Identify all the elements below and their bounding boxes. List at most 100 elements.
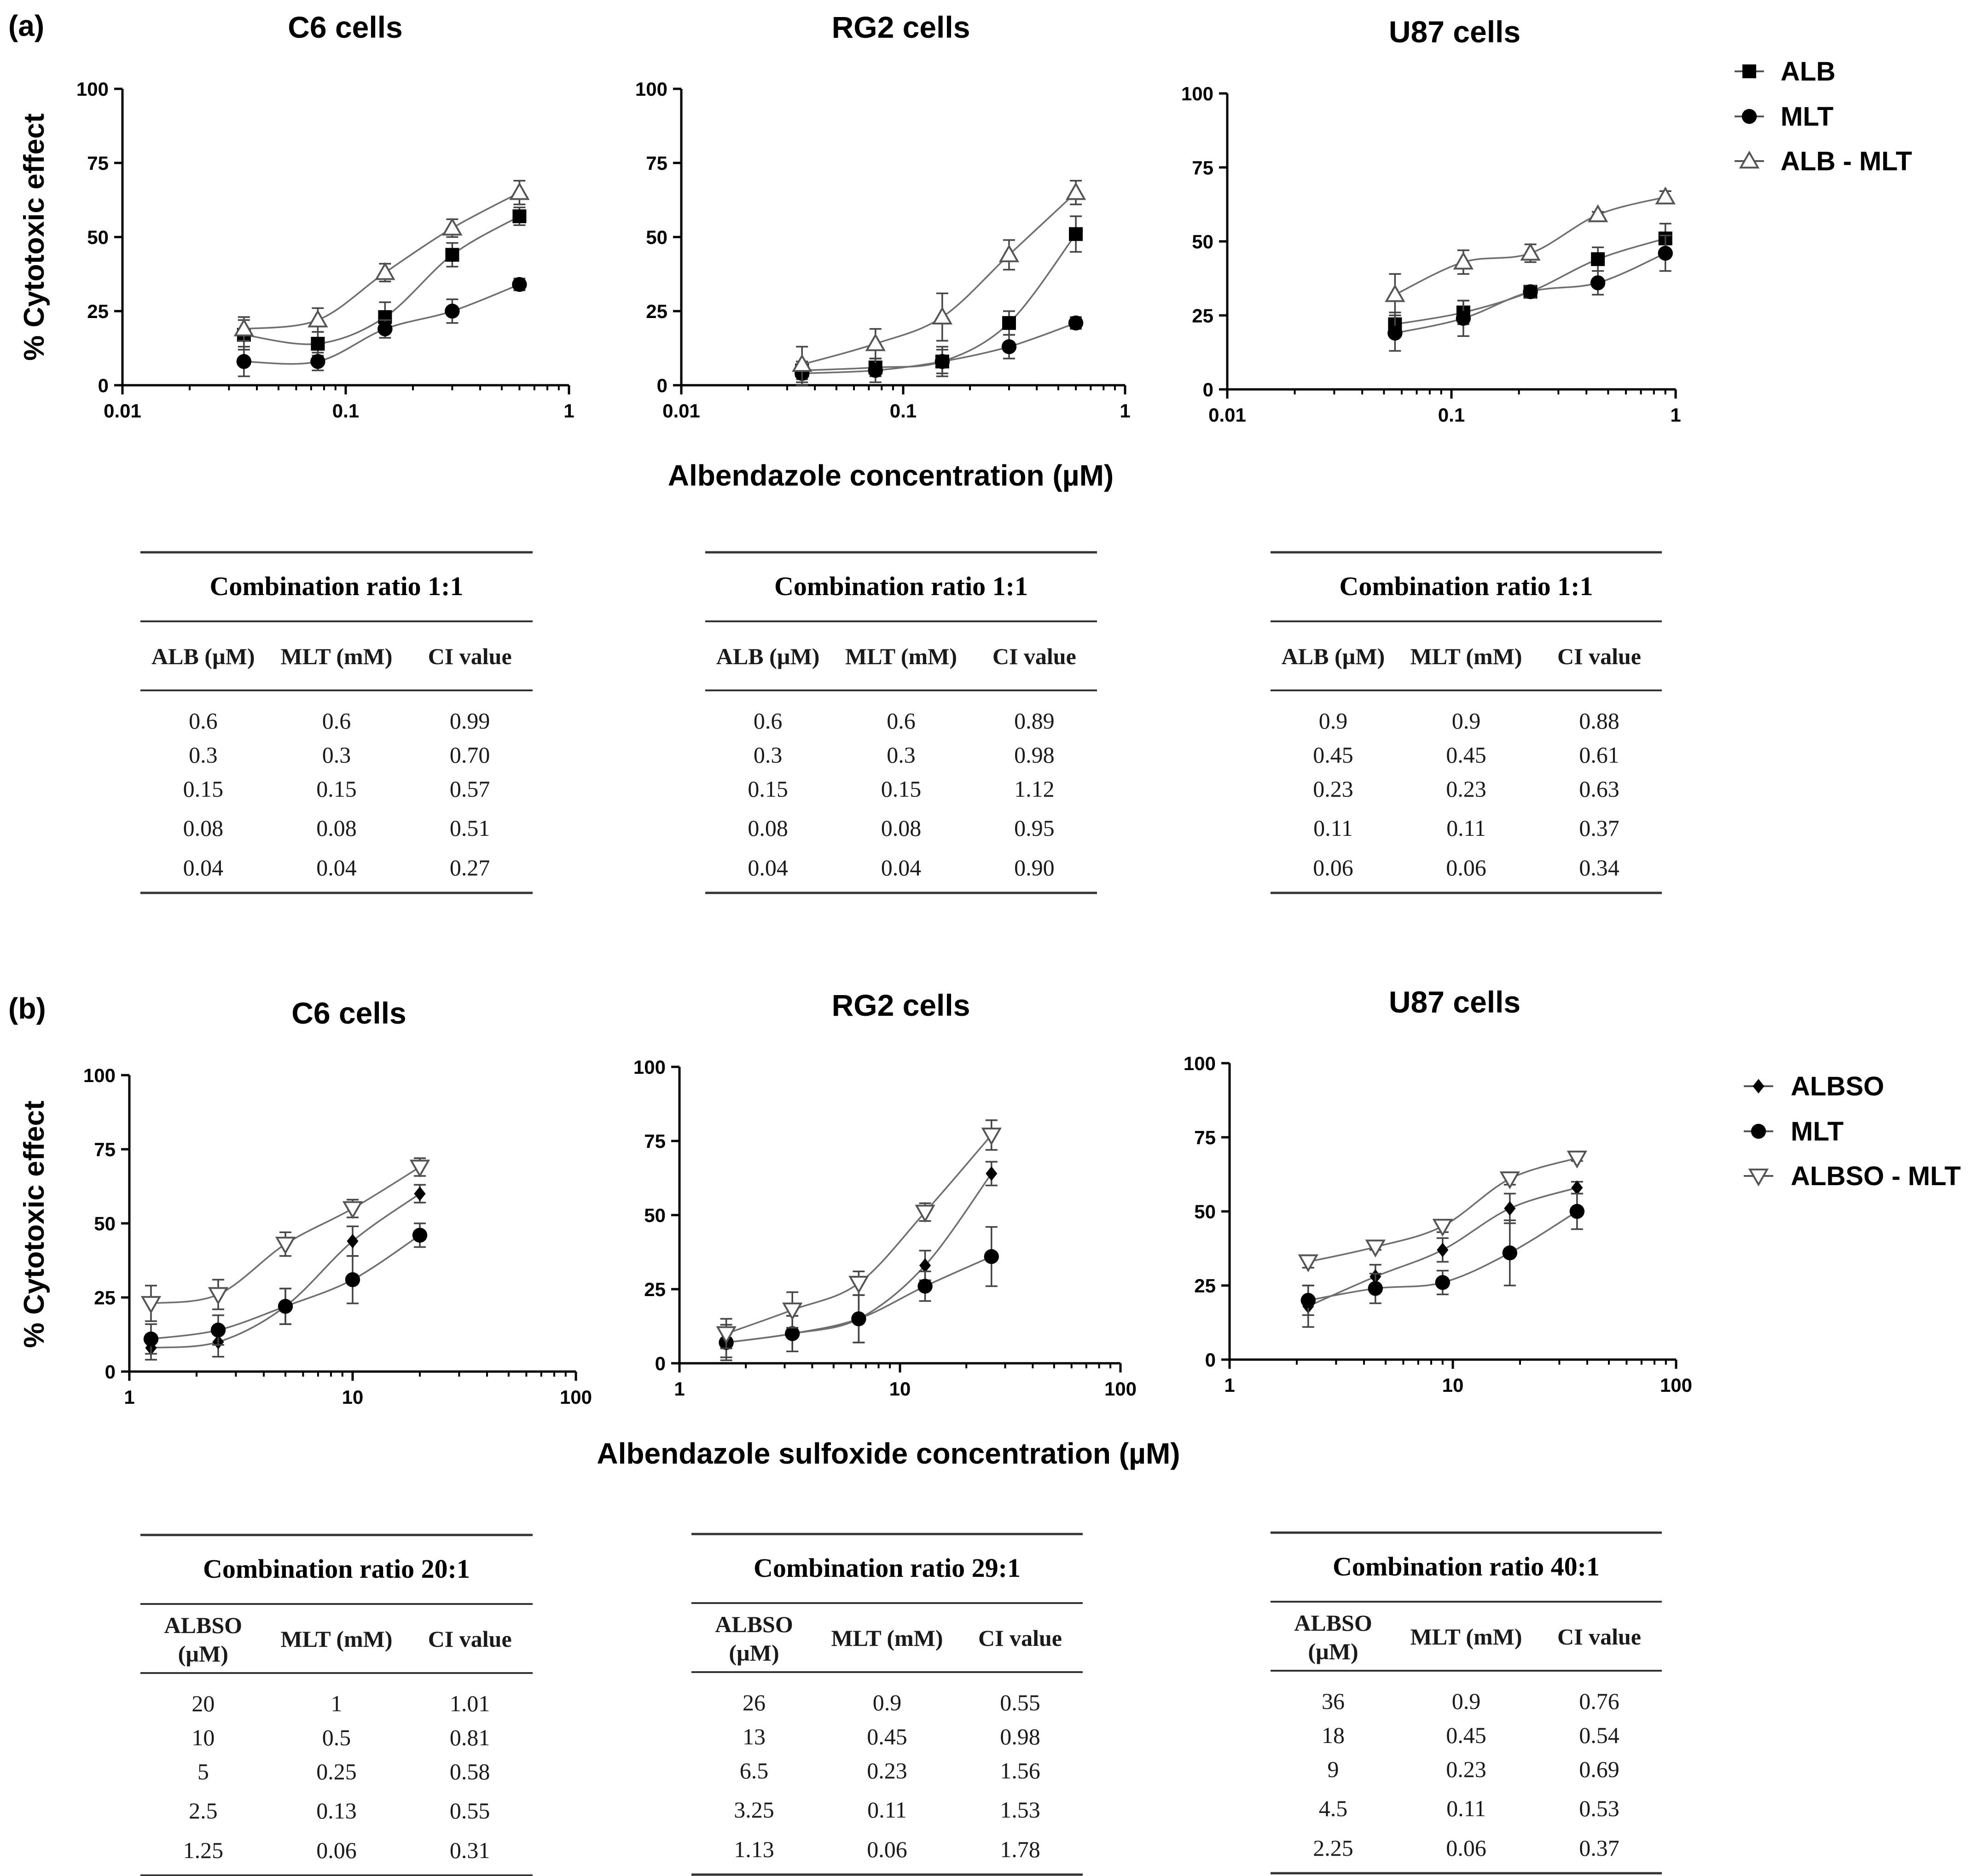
series-alb-mlt (1385, 186, 1676, 316)
table-cell: 0.55 (1000, 1690, 1040, 1715)
x-tick-label: 1 (1670, 404, 1681, 426)
y-tick-label: 25 (94, 1287, 116, 1309)
legend-label: ALB - MLT (1781, 146, 1912, 176)
data-point (1437, 1242, 1449, 1257)
data-point (509, 182, 530, 200)
data-point (915, 1204, 935, 1223)
y-tick-label: 100 (1181, 83, 1213, 104)
table-cell: 1.78 (1000, 1836, 1040, 1862)
y-tick-label: 0 (657, 375, 667, 396)
table-cell: 0.63 (1579, 776, 1619, 802)
table-header: MLT (mM) (845, 643, 957, 669)
table-cell: 0.51 (450, 815, 490, 841)
data-point (310, 354, 325, 369)
chart-title: C6 cells (291, 996, 406, 1030)
ci-table-2: Combination ratio 1:1 ALB (µM) MLT (mM) CI … (705, 551, 1097, 894)
table-header: MLT (mM) (831, 1625, 943, 1651)
x-axis-label: Albendazole sulfoxide concentration (µM) (597, 1437, 1180, 1470)
data-point (1002, 316, 1016, 330)
data-point (1385, 284, 1405, 302)
data-point (512, 277, 527, 292)
table-cell: 0.04 (316, 855, 357, 880)
table-cell: 0.6 (887, 708, 916, 734)
data-point (278, 1299, 293, 1314)
y-axis-label: % Cytotoxic effect (18, 113, 50, 360)
table-cell: 0.69 (1579, 1756, 1619, 1782)
data-point (1523, 284, 1538, 300)
legend-2: ALBSO MLT ALBSO - MLT (1744, 1071, 1961, 1191)
table-cell: 1 (331, 1691, 342, 1716)
data-point (414, 1186, 426, 1201)
table-header: ALBSO (1294, 1610, 1372, 1636)
table-cell: 0.45 (1313, 742, 1353, 768)
legend-label: MLT (1781, 102, 1834, 132)
legend-marker (1742, 64, 1756, 78)
data-point (345, 1272, 360, 1287)
y-tick-label: 0 (1205, 1349, 1216, 1371)
series-alb-mlt (792, 179, 1086, 383)
table-cell: 0.88 (1579, 708, 1619, 734)
y-tick-label: 0 (1203, 379, 1213, 400)
table-header: ALB (µM) (716, 643, 820, 669)
data-point (412, 1228, 428, 1243)
data-point (445, 248, 459, 262)
data-point (1658, 246, 1673, 261)
table-cell: 0.6 (189, 708, 218, 734)
table-cell: 0.27 (450, 855, 490, 880)
table-cell: 1.25 (183, 1837, 224, 1863)
x-axis-label: Albendazole concentration (µM) (668, 459, 1114, 492)
table-cell: 0.3 (887, 742, 916, 768)
table-cell: 0.23 (1446, 1756, 1486, 1782)
data-point (347, 1233, 359, 1249)
chart-title: RG2 cells (832, 10, 970, 44)
data-point (210, 1322, 226, 1338)
fit-curve (244, 191, 520, 330)
table-cell: 0.99 (450, 708, 490, 734)
y-tick-label: 50 (87, 226, 109, 248)
data-point (409, 1159, 430, 1178)
table-cell: 0.6 (322, 708, 351, 734)
data-point (917, 1279, 933, 1294)
data-point (1069, 227, 1083, 241)
data-point (143, 1331, 159, 1347)
table-cell: 0.54 (1579, 1722, 1619, 1748)
series-albso (145, 1184, 426, 1361)
y-tick-label: 50 (644, 1204, 666, 1226)
table-cell: 0.81 (450, 1725, 490, 1750)
data-point (1504, 1201, 1516, 1216)
table-cell: 1.01 (450, 1691, 490, 1716)
table-cell: 0.13 (316, 1798, 357, 1824)
table-cell: 0.70 (450, 742, 490, 768)
table-cell: 0.04 (748, 855, 788, 880)
ci-table-6: Combination ratio 40:1 ALBSO (µM) MLT (mM) C… (1271, 1531, 1662, 1875)
table-cell: 0.61 (1579, 742, 1619, 768)
table-cell: 0.08 (881, 815, 922, 841)
y-tick-label: 0 (105, 1361, 116, 1383)
table-cell: 0.06 (1313, 855, 1353, 880)
table-cell: 0.08 (748, 815, 788, 841)
table-title: Combination ratio 40:1 (1333, 1552, 1600, 1581)
table-cell: 0.04 (881, 855, 922, 880)
table-cell: 1.53 (1000, 1797, 1040, 1823)
chart-5: RG2 cells 0 25 50 75 100 1 10 100 (633, 988, 1137, 1400)
series-mlt (236, 277, 527, 377)
ci-table-1: Combination ratio 1:1 ALB (µM) MLT (mM) CI … (140, 551, 533, 894)
x-tick-label: 1 (563, 400, 574, 422)
table-cell: 0.45 (1446, 1722, 1486, 1748)
data-point (792, 354, 812, 372)
table-cell: 9 (1328, 1756, 1339, 1782)
data-point (445, 303, 460, 319)
table-cell: 0.06 (316, 1837, 357, 1863)
x-tick-label: 100 (560, 1386, 592, 1408)
table-cell: 26 (743, 1690, 766, 1715)
table-header: ALB (µM) (1282, 643, 1385, 669)
table-cell: 4.5 (1319, 1795, 1348, 1821)
table-cell: 0.04 (183, 855, 224, 880)
data-point (1298, 1254, 1319, 1273)
table-header: MLT (mM) (280, 643, 392, 669)
data-point (1453, 251, 1474, 270)
y-tick-label: 100 (76, 78, 109, 100)
y-tick-label: 25 (644, 1279, 666, 1300)
table-cell: 0.34 (1579, 855, 1619, 880)
